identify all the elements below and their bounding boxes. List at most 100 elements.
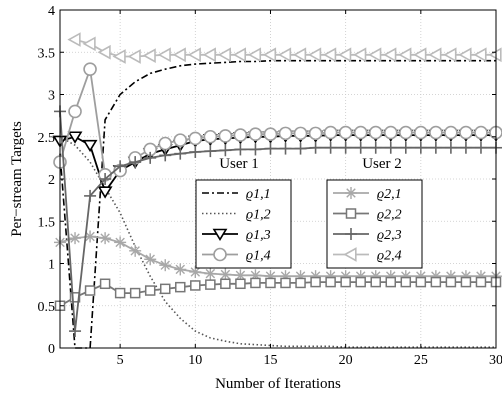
series-line bbox=[59, 68, 496, 176]
y-tick-label: 0 bbox=[48, 342, 55, 357]
legend-frame bbox=[326, 179, 423, 269]
legend-layer: ϱ1,1 ϱ1,2 ϱ1,3 ϱ1,4 User 1 ϱ2,1 ϱ2,2 ϱ2,3 ϱ2,4 Us… bbox=[195, 156, 423, 269]
series-line bbox=[59, 59, 496, 349]
data-point bbox=[338, 125, 353, 140]
marker-stroke bbox=[220, 269, 231, 280]
data-point bbox=[232, 47, 247, 63]
legend-swatch-marker bbox=[345, 187, 357, 199]
y-tick-label: 2 bbox=[48, 173, 55, 188]
data-point bbox=[69, 325, 82, 338]
data-point bbox=[443, 47, 457, 63]
data-point bbox=[218, 129, 233, 143]
data-point bbox=[368, 125, 383, 140]
data-point bbox=[129, 156, 142, 169]
data-point bbox=[340, 276, 351, 288]
y-axis-title: Per−stream Targets bbox=[9, 121, 25, 237]
data-point bbox=[114, 236, 127, 249]
marker-stroke bbox=[145, 254, 155, 265]
data-point bbox=[158, 136, 173, 151]
legend-label: ϱ1,1 bbox=[246, 187, 271, 202]
x-tick-label: 10 bbox=[188, 353, 202, 368]
data-point bbox=[459, 141, 472, 154]
marker-stroke bbox=[175, 264, 186, 275]
data-point bbox=[279, 142, 292, 155]
legend-group-title: User 2 bbox=[362, 156, 402, 172]
series-4 bbox=[53, 62, 502, 182]
data-point bbox=[280, 277, 291, 289]
data-point bbox=[67, 32, 81, 47]
data-point bbox=[68, 104, 82, 119]
data-point bbox=[307, 47, 322, 63]
data-point bbox=[353, 47, 367, 63]
data-point bbox=[475, 276, 487, 288]
data-point bbox=[310, 276, 321, 288]
data-point bbox=[428, 47, 442, 63]
data-point bbox=[400, 276, 412, 288]
data-point bbox=[175, 281, 186, 293]
data-point bbox=[474, 125, 488, 140]
data-point bbox=[384, 141, 397, 154]
legend-swatch-marker bbox=[345, 228, 357, 240]
series-7 bbox=[54, 105, 502, 338]
data-point bbox=[187, 47, 201, 63]
data-point bbox=[355, 276, 366, 288]
data-point bbox=[277, 47, 292, 63]
data-point bbox=[97, 186, 113, 199]
data-point bbox=[204, 267, 217, 280]
data-point bbox=[398, 125, 413, 140]
data-point bbox=[292, 47, 307, 63]
data-point bbox=[99, 173, 112, 185]
data-point bbox=[129, 287, 141, 299]
data-point bbox=[144, 253, 157, 266]
data-point bbox=[142, 48, 156, 63]
data-point bbox=[444, 141, 457, 154]
series-layer bbox=[52, 32, 502, 349]
y-tick-label: 0.5 bbox=[38, 300, 56, 315]
series-line bbox=[59, 281, 496, 307]
data-point bbox=[174, 147, 187, 160]
y-tick-label: 1.5 bbox=[38, 215, 56, 230]
data-point bbox=[444, 125, 458, 140]
marker-stroke bbox=[130, 246, 140, 256]
data-point bbox=[173, 133, 188, 147]
data-point bbox=[217, 47, 231, 63]
data-point bbox=[99, 278, 111, 290]
legend-label: ϱ2,4 bbox=[377, 249, 402, 264]
x-tick-label: 25 bbox=[414, 353, 428, 368]
data-point bbox=[234, 143, 247, 156]
data-point bbox=[308, 126, 323, 141]
data-point bbox=[219, 144, 232, 157]
data-point bbox=[339, 141, 352, 154]
legend-swatch-marker bbox=[343, 247, 357, 262]
data-point bbox=[203, 129, 218, 144]
legend-swatch-marker bbox=[345, 208, 357, 219]
marker-stroke bbox=[160, 260, 170, 270]
data-point bbox=[265, 277, 276, 289]
data-point bbox=[415, 276, 427, 288]
data-point bbox=[67, 131, 83, 144]
data-point bbox=[233, 128, 248, 142]
data-point bbox=[353, 125, 368, 140]
legend-box-2: ϱ2,1 ϱ2,2 ϱ2,3 ϱ2,4 bbox=[326, 179, 423, 269]
legend-label: ϱ1,4 bbox=[246, 249, 271, 264]
data-point bbox=[189, 145, 202, 158]
series-8 bbox=[67, 32, 502, 64]
data-point bbox=[459, 125, 473, 140]
data-point bbox=[204, 145, 217, 158]
x-tick-label: 30 bbox=[489, 353, 502, 368]
marker-stroke bbox=[235, 270, 246, 281]
data-point bbox=[250, 277, 261, 289]
legend-label: ϱ1,3 bbox=[246, 228, 271, 243]
data-point bbox=[205, 279, 216, 290]
legend-label: ϱ2,2 bbox=[377, 208, 402, 223]
y-tick-label: 1 bbox=[48, 258, 55, 273]
legend-swatch-marker bbox=[213, 247, 227, 262]
data-point bbox=[383, 47, 397, 63]
marker-stroke bbox=[205, 268, 216, 279]
data-point bbox=[157, 47, 171, 63]
y-tick-label: 2.5 bbox=[38, 131, 56, 146]
y-tick-label: 3.5 bbox=[38, 46, 56, 61]
data-point bbox=[112, 49, 126, 64]
x-tick-label: 5 bbox=[117, 353, 124, 368]
